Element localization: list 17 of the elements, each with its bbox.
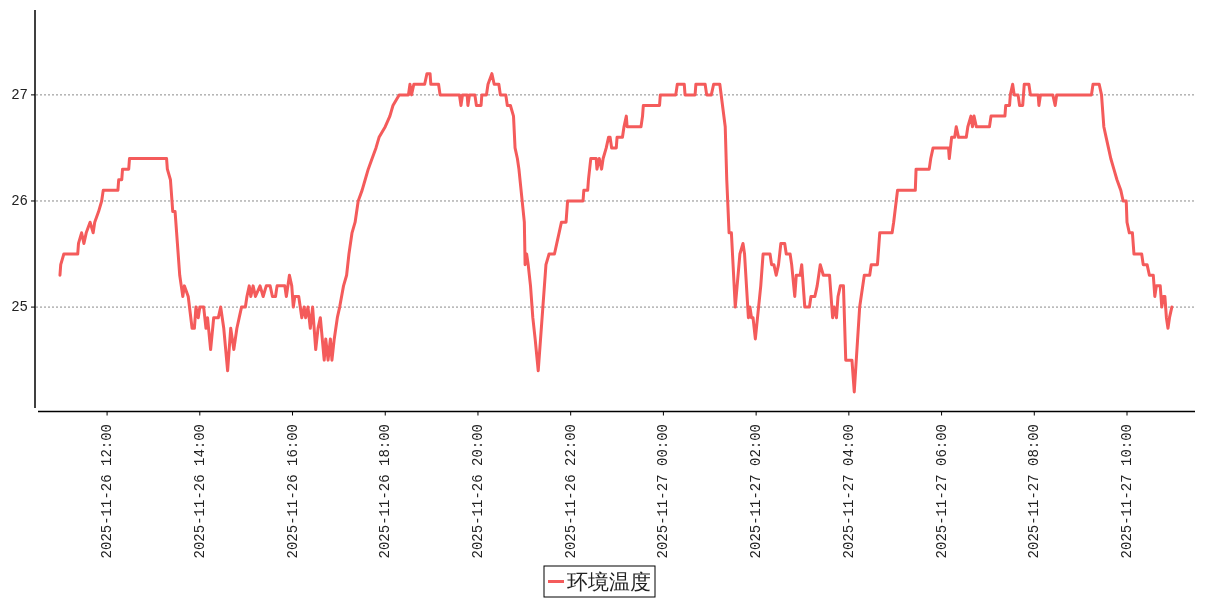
- legend-label: 环境温度: [567, 569, 651, 594]
- y-tick-label: 25: [11, 299, 28, 316]
- x-tick-label: 2025-11-26 20:00: [469, 424, 486, 559]
- x-tick-label: 2025-11-26 16:00: [284, 424, 301, 559]
- x-tick-label: 2025-11-26 14:00: [191, 424, 208, 559]
- x-tick-label: 2025-11-27 04:00: [840, 424, 857, 559]
- x-tick-label: 2025-11-27 00:00: [655, 424, 672, 559]
- x-tick-label: 2025-11-27 02:00: [748, 424, 765, 559]
- x-tick-label: 2025-11-27 08:00: [1026, 424, 1043, 559]
- legend: 环境温度: [543, 565, 656, 598]
- x-tick-label: 2025-11-27 10:00: [1119, 424, 1136, 559]
- x-tick-label: 2025-11-26 22:00: [562, 424, 579, 559]
- x-tick-label: 2025-11-26 12:00: [99, 424, 116, 559]
- y-tick-label: 27: [11, 86, 28, 103]
- x-tick-label: 2025-11-27 06:00: [933, 424, 950, 559]
- y-tick-label: 26: [11, 192, 28, 209]
- x-tick-label: 2025-11-26 18:00: [377, 424, 394, 559]
